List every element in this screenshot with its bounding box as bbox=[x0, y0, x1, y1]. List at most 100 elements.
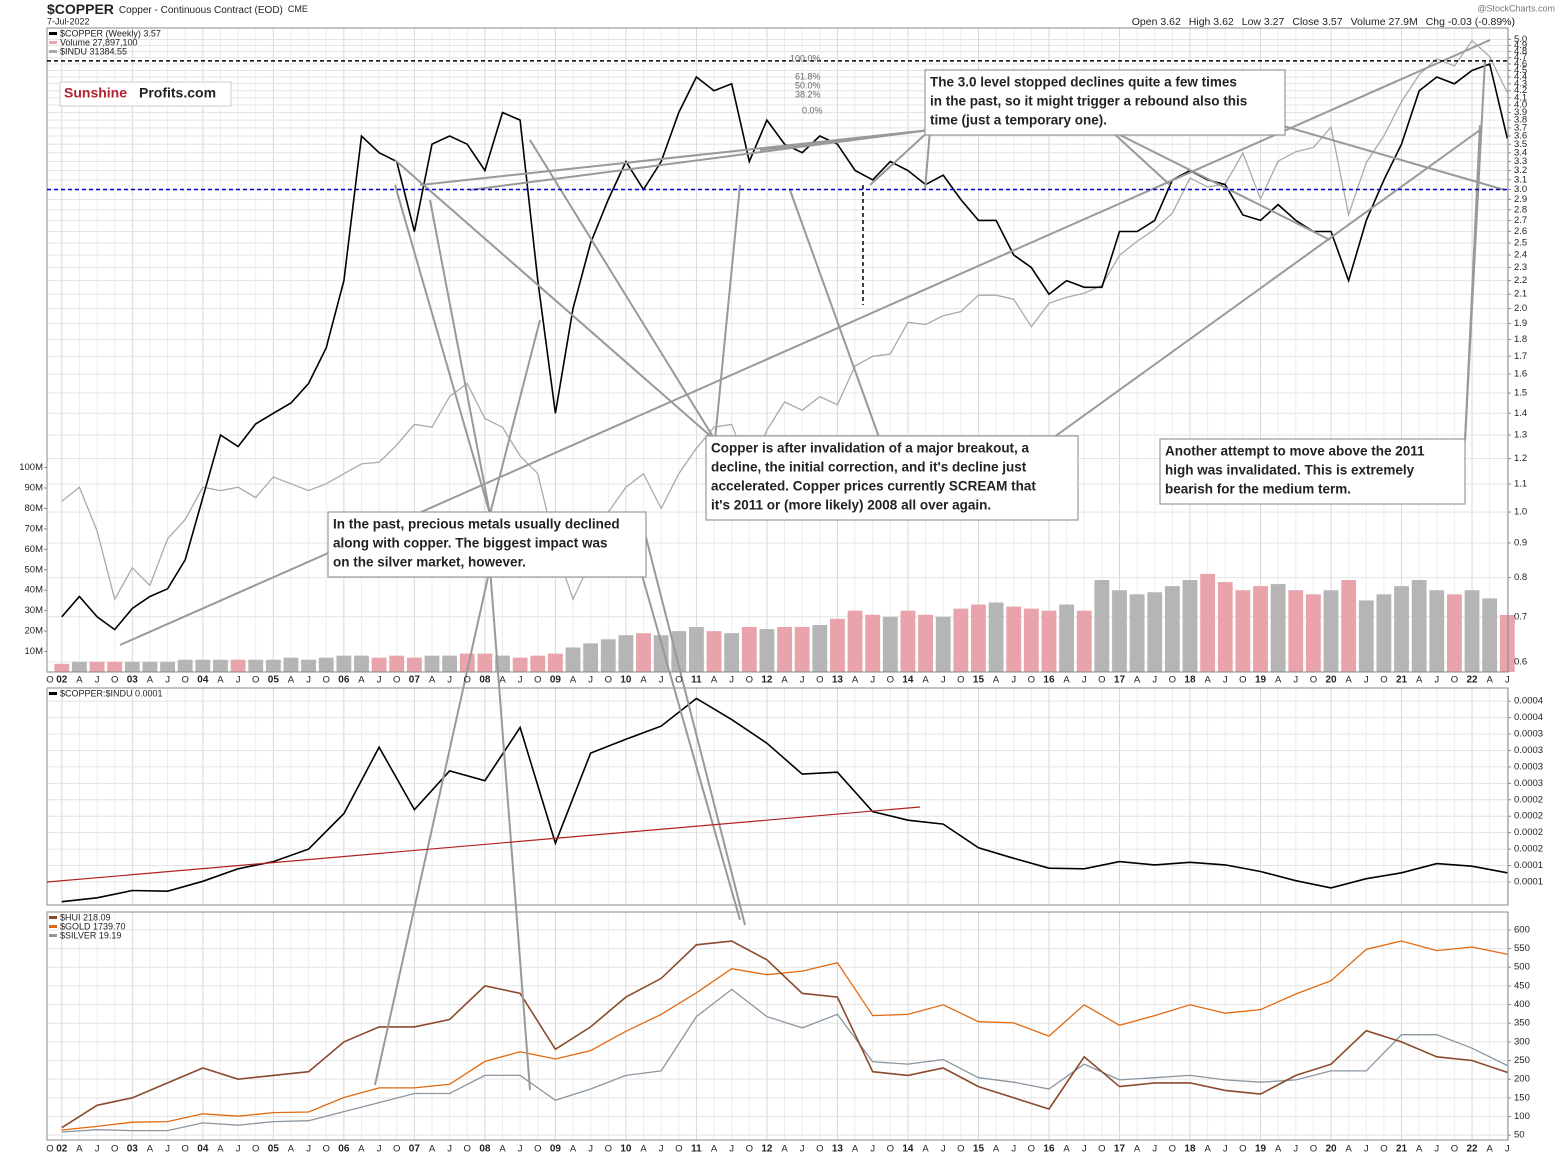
volume-bar bbox=[72, 661, 87, 672]
y2-tick-label: 90M bbox=[25, 483, 44, 494]
x-tick-label: O bbox=[1380, 675, 1387, 686]
volume-bar bbox=[882, 616, 898, 672]
volume-bar bbox=[636, 633, 651, 672]
y-tick-label: 1.1 bbox=[1514, 479, 1527, 490]
volume-bar bbox=[512, 657, 528, 672]
x-tick-label: J bbox=[870, 675, 875, 686]
y-tick-label: 3.8 bbox=[1514, 115, 1527, 126]
x-tick-label: 10 bbox=[620, 675, 632, 686]
x-tick-label: J bbox=[1293, 1144, 1298, 1155]
volume-bar bbox=[794, 627, 810, 672]
x-tick-label: A bbox=[570, 675, 577, 686]
y-tick-label: 3.9 bbox=[1514, 107, 1527, 118]
volume-bar bbox=[1147, 592, 1163, 672]
volume-bar bbox=[583, 643, 599, 672]
y2-tick-label: 10M bbox=[25, 646, 44, 657]
y-tick-label: 1.4 bbox=[1514, 408, 1527, 419]
x-tick-label: O bbox=[252, 1144, 259, 1155]
legend-swatch bbox=[49, 50, 57, 53]
x-tick-label: O bbox=[746, 1144, 753, 1155]
volume-bar bbox=[600, 639, 616, 672]
x-tick-label: J bbox=[1011, 1144, 1016, 1155]
annotation-text: decline, the initial correction, and it'… bbox=[711, 460, 1027, 475]
fib-label: 38.2% bbox=[795, 89, 821, 99]
quote: Open 3.62 High 3.62 Low 3.27 Close 3.57 Volu… bbox=[1132, 16, 1515, 28]
x-tick-label: O bbox=[675, 1144, 682, 1155]
x-tick-label: 02 bbox=[56, 675, 68, 686]
y-tick-label: 150 bbox=[1514, 1092, 1530, 1103]
x-tick-label: O bbox=[323, 675, 330, 686]
x-tick-label: 17 bbox=[1114, 675, 1126, 686]
x-tick-label: 14 bbox=[902, 675, 914, 686]
volume-bar bbox=[1464, 590, 1480, 672]
legend-label: $HUI 218.09 bbox=[60, 912, 111, 922]
volume-bar bbox=[1112, 590, 1127, 672]
x-tick-label: J bbox=[518, 1144, 523, 1155]
volume-bar bbox=[689, 627, 704, 672]
y-tick-label: 0.0003 bbox=[1514, 745, 1543, 756]
x-tick-label: 06 bbox=[338, 675, 350, 686]
y-tick-label: 0.9 bbox=[1514, 538, 1527, 549]
volume-bar bbox=[1200, 573, 1216, 672]
x-tick-label: J bbox=[1223, 675, 1228, 686]
y-tick-label: 100 bbox=[1514, 1111, 1530, 1122]
fib-label: 0.0% bbox=[802, 105, 823, 115]
logo: Profits.com bbox=[139, 85, 216, 101]
y-tick-label: 0.0001 bbox=[1514, 877, 1543, 888]
volume-bar bbox=[1006, 606, 1022, 672]
annotation-text: time (just a temporary one). bbox=[930, 113, 1107, 128]
x-tick-label: A bbox=[1486, 1144, 1493, 1155]
x-tick-label: O bbox=[1380, 1144, 1387, 1155]
x-tick-label: O bbox=[464, 675, 471, 686]
legend-swatch bbox=[49, 925, 57, 928]
legend-swatch bbox=[49, 41, 57, 44]
panel-frame bbox=[46, 911, 1509, 1141]
x-tick-label: J bbox=[941, 675, 946, 686]
y-tick-label: 1.3 bbox=[1514, 430, 1527, 441]
x-tick-label: O bbox=[1239, 675, 1246, 686]
x-tick-label: 18 bbox=[1184, 1144, 1196, 1155]
y-tick-label: 50 bbox=[1514, 1130, 1525, 1141]
x-tick-label: 09 bbox=[550, 1144, 562, 1155]
x-tick-label: J bbox=[377, 1144, 382, 1155]
series-line bbox=[61, 988, 1508, 1133]
legend-label: $COPPER (Weekly) 3.57 bbox=[60, 28, 161, 38]
y-tick-label: 1.9 bbox=[1514, 318, 1527, 329]
x-tick-label: J bbox=[659, 675, 664, 686]
y2-tick-label: 40M bbox=[25, 585, 44, 596]
volume-bar bbox=[1376, 594, 1392, 672]
exchange: CME bbox=[288, 4, 308, 14]
callout-lines bbox=[119, 39, 1506, 1091]
volume-bar bbox=[724, 633, 740, 672]
x-tick-label: A bbox=[781, 675, 788, 686]
volume-bar bbox=[213, 659, 228, 672]
volume-bar bbox=[248, 659, 264, 672]
annotation-box bbox=[1159, 438, 1466, 505]
x-tick-label: 05 bbox=[268, 1144, 280, 1155]
x-tick-label: 08 bbox=[479, 1144, 491, 1155]
x-tick-label: O bbox=[605, 1144, 612, 1155]
x-tick-label: J bbox=[165, 675, 170, 686]
annotation-text: In the past, precious metals usually dec… bbox=[333, 517, 620, 532]
x-tick-label: A bbox=[217, 1144, 224, 1155]
y2-tick-label: 30M bbox=[25, 605, 44, 616]
x-tick-label: A bbox=[640, 675, 647, 686]
series-line bbox=[61, 940, 1508, 1131]
y-tick-label: 3.2 bbox=[1514, 165, 1527, 176]
x-tick-label: O bbox=[957, 675, 964, 686]
x-tick-label: O bbox=[1028, 1144, 1035, 1155]
x-tick-label: J bbox=[1364, 675, 1369, 686]
x-tick-label: A bbox=[1134, 675, 1141, 686]
x-tick-label: A bbox=[358, 1144, 365, 1155]
x-tick-label: 20 bbox=[1325, 1144, 1337, 1155]
x-tick-label: A bbox=[852, 675, 859, 686]
series-line bbox=[61, 62, 1509, 631]
x-tick-label: O bbox=[464, 1144, 471, 1155]
volume-bar bbox=[160, 661, 175, 672]
volume-bar bbox=[971, 604, 986, 672]
volume-bar bbox=[1447, 594, 1462, 672]
volume-bar bbox=[301, 659, 317, 672]
y-tick-label: 4.3 bbox=[1514, 78, 1527, 89]
